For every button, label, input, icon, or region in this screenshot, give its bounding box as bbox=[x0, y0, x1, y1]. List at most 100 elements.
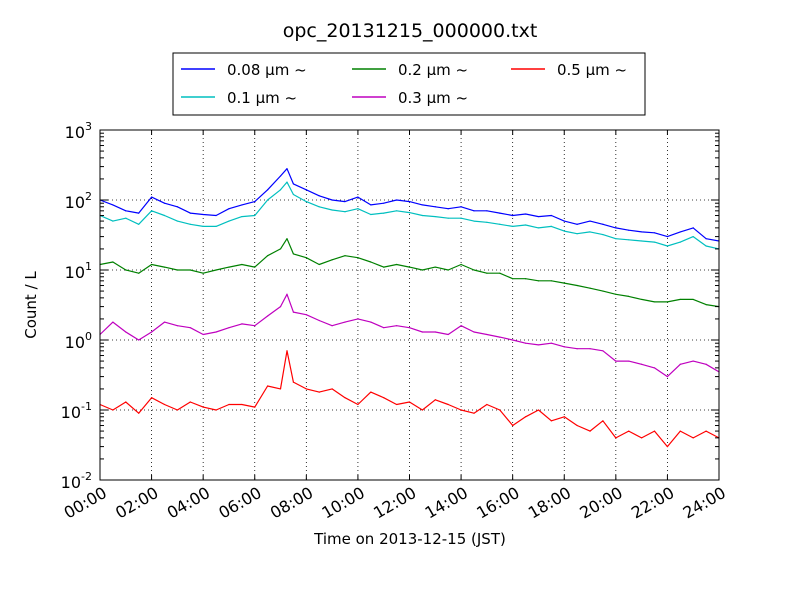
data-point-05-m bbox=[228, 403, 230, 406]
data-point-05-m bbox=[602, 420, 604, 422]
data-point-01-m bbox=[189, 223, 191, 225]
data-point-01-m bbox=[666, 245, 669, 247]
data-point-05-m bbox=[254, 406, 256, 408]
data-point-01-m bbox=[421, 214, 423, 217]
x-tick-label: 10:00 bbox=[318, 483, 367, 523]
data-point-02-m bbox=[318, 263, 320, 266]
data-point-03-m bbox=[705, 363, 707, 365]
data-point-008-m bbox=[615, 227, 617, 229]
data-point-01-m bbox=[705, 245, 707, 247]
data-point-02-m bbox=[421, 269, 423, 271]
data-point-008-m bbox=[176, 206, 178, 208]
data-point-01-m bbox=[499, 223, 501, 225]
data-point-05-m bbox=[279, 388, 282, 390]
data-point-03-m bbox=[434, 331, 436, 333]
data-point-03-m bbox=[602, 350, 604, 352]
data-point-03-m bbox=[370, 321, 372, 323]
data-point-02-m bbox=[344, 255, 346, 257]
data-point-05-m bbox=[408, 401, 411, 403]
data-point-03-m bbox=[383, 327, 385, 329]
data-point-05-m bbox=[447, 403, 449, 406]
data-point-03-m bbox=[641, 363, 643, 365]
data-point-05-m bbox=[641, 437, 643, 439]
data-point-03-m bbox=[512, 339, 514, 341]
x-tick-label: 02:00 bbox=[112, 483, 161, 523]
data-point-008-m bbox=[499, 212, 501, 214]
data-point-01-m bbox=[292, 193, 295, 196]
data-point-03-m bbox=[499, 336, 501, 338]
data-point-05-m bbox=[292, 381, 295, 383]
x-tick-label: 24:00 bbox=[680, 483, 729, 523]
data-point-02-m bbox=[305, 257, 307, 259]
data-point-05-m bbox=[679, 430, 681, 432]
data-point-01-m bbox=[331, 209, 333, 211]
data-point-008-m bbox=[331, 199, 333, 201]
data-point-01-m bbox=[138, 223, 140, 225]
data-point-05-m bbox=[692, 437, 694, 439]
data-point-01-m bbox=[537, 227, 540, 229]
data-point-02-m bbox=[150, 263, 153, 266]
data-point-02-m bbox=[112, 261, 114, 263]
x-tick-label: 12:00 bbox=[370, 483, 419, 523]
data-point-05-m bbox=[512, 424, 514, 427]
data-point-03-m bbox=[396, 325, 398, 327]
data-point-02-m bbox=[286, 238, 288, 240]
data-point-01-m bbox=[512, 225, 514, 227]
data-point-03-m bbox=[163, 321, 166, 323]
data-point-008-m bbox=[292, 183, 295, 185]
data-point-03-m bbox=[267, 315, 269, 317]
data-point-03-m bbox=[125, 331, 127, 333]
data-point-01-m bbox=[408, 212, 411, 214]
data-point-05-m bbox=[138, 412, 140, 414]
data-point-01-m bbox=[486, 221, 488, 223]
data-point-03-m bbox=[550, 342, 552, 344]
data-point-008-m bbox=[318, 195, 320, 197]
data-point-008-m bbox=[408, 200, 411, 203]
y-tick-label: 102 bbox=[65, 190, 92, 212]
x-tick-label: 18:00 bbox=[525, 483, 574, 523]
data-point-01-m bbox=[602, 234, 604, 236]
x-tick-label: 14:00 bbox=[422, 483, 471, 523]
data-point-01-m bbox=[305, 200, 307, 203]
data-point-008-m bbox=[202, 213, 204, 216]
data-point-03-m bbox=[305, 314, 307, 316]
data-point-02-m bbox=[524, 278, 527, 280]
data-point-008-m bbox=[228, 208, 230, 210]
data-point-03-m bbox=[537, 344, 540, 346]
data-point-03-m bbox=[692, 360, 694, 362]
data-point-01-m bbox=[628, 239, 630, 241]
data-point-008-m bbox=[641, 231, 643, 233]
data-point-02-m bbox=[370, 261, 372, 263]
data-point-02-m bbox=[537, 280, 540, 282]
data-point-01-m bbox=[576, 233, 578, 235]
data-point-01-m bbox=[215, 225, 217, 227]
data-point-05-m bbox=[615, 437, 617, 439]
data-point-02-m bbox=[176, 269, 178, 271]
data-point-03-m bbox=[279, 306, 282, 308]
data-point-008-m bbox=[537, 215, 540, 218]
data-point-02-m bbox=[292, 253, 295, 255]
data-point-02-m bbox=[163, 266, 166, 268]
data-point-05-m bbox=[666, 446, 669, 448]
data-point-03-m bbox=[628, 360, 630, 362]
data-point-008-m bbox=[286, 168, 288, 170]
data-point-03-m bbox=[228, 327, 230, 329]
data-point-05-m bbox=[628, 430, 630, 432]
data-point-03-m bbox=[589, 348, 591, 350]
data-point-008-m bbox=[653, 232, 656, 234]
data-point-05-m bbox=[705, 430, 707, 432]
data-point-01-m bbox=[318, 206, 320, 208]
data-point-02-m bbox=[550, 280, 552, 282]
data-point-03-m bbox=[331, 325, 333, 327]
data-point-01-m bbox=[396, 210, 398, 212]
data-point-03-m bbox=[254, 325, 256, 327]
data-point-01-m bbox=[460, 217, 462, 219]
data-point-03-m bbox=[189, 327, 191, 329]
data-point-008-m bbox=[473, 210, 475, 212]
data-point-03-m bbox=[473, 331, 475, 333]
data-point-03-m bbox=[486, 333, 488, 336]
data-point-05-m bbox=[357, 403, 359, 406]
data-point-02-m bbox=[228, 266, 230, 268]
data-point-05-m bbox=[383, 397, 385, 399]
data-point-05-m bbox=[589, 430, 591, 432]
